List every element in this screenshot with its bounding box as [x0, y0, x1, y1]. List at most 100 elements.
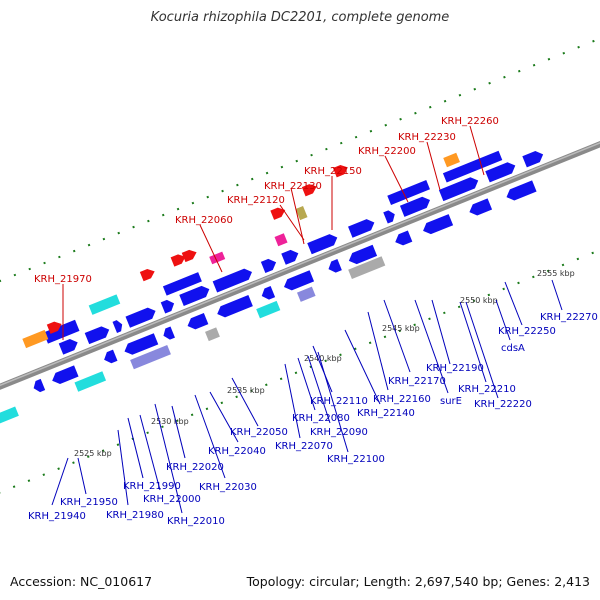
reverse-gene-arrow	[104, 349, 118, 364]
lower-locus-label: KRH_22050	[230, 427, 288, 438]
reverse-gene-arrow	[283, 270, 315, 291]
forward-gene-arrow	[125, 307, 156, 328]
forward-gene-arrow	[58, 339, 78, 355]
reverse-gene-arrow	[33, 378, 46, 393]
forward-gene-arrow	[522, 150, 544, 168]
lower-locus-label: KRH_22170	[388, 376, 446, 387]
lower-locus-label: KRH_21940	[28, 511, 86, 522]
gene-block	[274, 233, 288, 247]
lower-locus-label: KRH_22000	[143, 494, 201, 505]
reverse-gene-arrow	[52, 365, 79, 385]
reverse-gene-arrow	[328, 259, 342, 273]
forward-gene-arrow	[383, 210, 395, 224]
reverse-gene-arrow	[163, 326, 175, 340]
lower-locus-label: KRH_21980	[106, 510, 164, 521]
reverse-gene-arrow	[187, 312, 209, 330]
scale-label: 2540 kbp	[304, 354, 342, 363]
lower-locus-label: KRH_22100	[327, 454, 385, 465]
reverse-gene-arrow	[217, 294, 253, 318]
lavender-feature	[130, 345, 171, 370]
lower-guide-line	[0, 202, 600, 512]
forward-gene-arrow	[281, 249, 299, 265]
grey-feature	[205, 327, 220, 342]
lower-locus-label: cdsA	[501, 343, 525, 354]
rna-gene-arrow	[332, 165, 348, 178]
cyan-feature	[74, 371, 107, 392]
lower-locus-label: KRH_22010	[167, 516, 225, 527]
upper-locus-label: KRH_22200	[358, 146, 416, 157]
upper-locus-label: KRH_22230	[398, 132, 456, 143]
rna-gene-arrow	[301, 184, 317, 197]
forward-gene-arrow	[260, 258, 277, 274]
forward-gene-arrow	[160, 299, 175, 314]
rna-gene-arrow	[270, 207, 286, 220]
gene-block	[442, 150, 503, 183]
forward-gene-arrow	[84, 326, 110, 345]
scale-label: 2530 kbp	[151, 417, 189, 426]
lower-locus-label: KRH_22040	[208, 446, 266, 457]
rna-gene-arrow	[46, 321, 62, 334]
magenta-feature	[209, 251, 226, 265]
orange-feature	[443, 152, 460, 168]
lower-locus-label: KRH_22080	[292, 413, 350, 424]
reverse-gene-arrow	[506, 180, 537, 201]
scale-label: 2555 kbp	[537, 269, 575, 278]
reverse-gene-arrow	[469, 198, 493, 216]
scale-label: 2535 kbp	[227, 386, 265, 395]
lower-locus-label: KRH_22160	[373, 394, 431, 405]
lower-locus-label: KRH_22220	[474, 399, 532, 410]
lower-locus-label: KRH_22190	[426, 363, 484, 374]
forward-gene-arrow	[485, 162, 516, 183]
scale-label: 2545 kbp	[382, 324, 420, 333]
lower-locus-label: KRH_22030	[199, 482, 257, 493]
lower-locus-label: KRH_22140	[357, 408, 415, 419]
gene-block	[162, 272, 202, 296]
gene-block	[387, 179, 430, 205]
lavender-feature	[297, 286, 316, 302]
reverse-gene-arrow	[423, 214, 454, 235]
grey-feature	[348, 256, 386, 280]
scale-label: 2525 kbp	[74, 449, 112, 458]
olive-feature	[295, 206, 308, 221]
orange-feature	[22, 329, 49, 349]
lower-locus-label: KRH_21990	[123, 481, 181, 492]
lower-locus-label: KRH_22250	[498, 326, 556, 337]
upper-locus-label: KRH_21970	[34, 274, 92, 285]
lower-locus-label: KRH_22070	[275, 441, 333, 452]
reverse-gene-arrow	[395, 230, 413, 246]
upper-locus-label: KRH_22260	[441, 116, 499, 127]
forward-gene-arrow	[179, 285, 210, 306]
genome-summary-text: Topology: circular; Length: 2,697,540 bp…	[246, 574, 590, 589]
upper-locus-label: KRH_22130	[264, 181, 322, 192]
rna-gene-arrow	[181, 249, 197, 263]
gene-block	[43, 319, 80, 344]
lower-locus-label: KRH_22110	[310, 396, 368, 407]
lower-locus-label: KRH_22090	[310, 427, 368, 438]
forward-gene-arrow	[112, 320, 123, 333]
map-title: Kocuria rhizophila DC2201, complete geno…	[150, 10, 450, 25]
cyan-feature	[256, 300, 281, 319]
cyan-feature	[88, 294, 121, 315]
upper-locus-label: KRH_22150	[304, 166, 362, 177]
reverse-gene-arrow	[261, 285, 276, 300]
forward-gene-arrow	[307, 234, 338, 255]
upper-locus-label: KRH_22120	[227, 195, 285, 206]
reverse-gene-arrow	[348, 244, 378, 265]
rna-gene-arrow	[139, 268, 155, 282]
lower-locus-label: KRH_22210	[458, 384, 516, 395]
accession-text: Accession: NC_010617	[10, 574, 153, 589]
forward-gene-arrow	[348, 219, 375, 238]
lower-locus-label: KRH_22020	[166, 462, 224, 473]
lower-locus-label: KRH_21950	[60, 497, 118, 508]
upper-locus-label: KRH_22060	[175, 215, 233, 226]
forward-gene-arrow	[438, 177, 479, 202]
forward-gene-arrow	[399, 196, 431, 217]
lower-locus-label: surE	[440, 396, 462, 407]
forward-gene-arrow	[212, 268, 252, 293]
reverse-gene-arrow	[124, 333, 159, 355]
lower-locus-label: KRH_22270	[540, 312, 598, 323]
rna-gene-arrow	[170, 254, 186, 267]
scale-label: 2550 kbp	[460, 296, 498, 305]
cyan-feature	[0, 406, 19, 426]
